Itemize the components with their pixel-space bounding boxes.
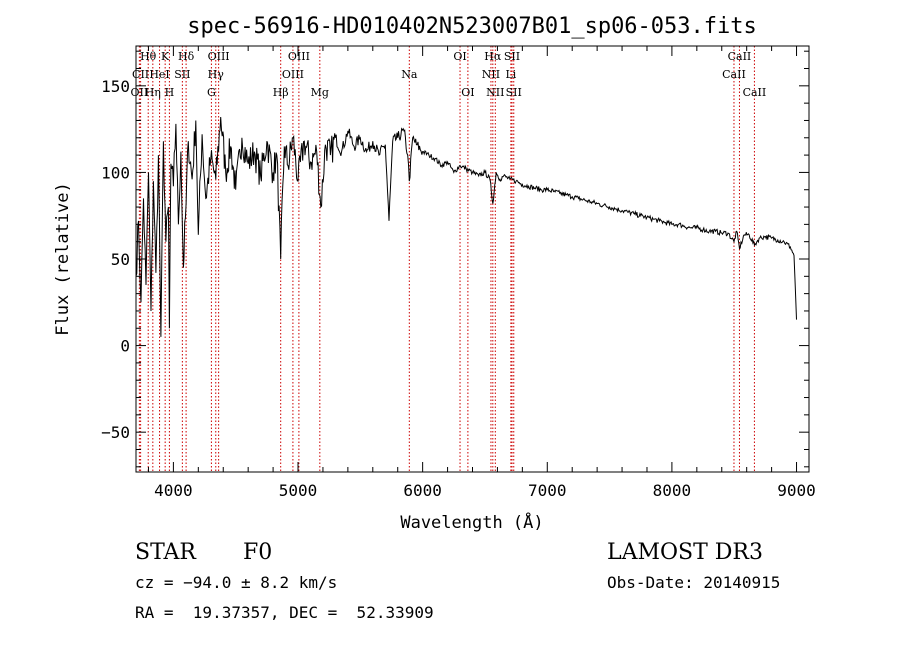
line-label-OII: OII [131, 86, 149, 99]
x-axis-label: Wavelength (Å) [400, 511, 543, 533]
line-label-Na: Na [401, 68, 418, 81]
line-label-Hβ: Hβ [273, 86, 289, 99]
survey-name: LAMOST DR3 [607, 540, 763, 565]
line-label-G: G [207, 86, 216, 99]
line-label-K: K [161, 50, 170, 63]
line-label-CaII: CaII [722, 68, 746, 81]
object-class: STAR [135, 540, 196, 565]
spectrum-line [135, 116, 797, 337]
line-label-OIII: OIII [282, 68, 304, 81]
x-tick-label: 8000 [653, 481, 692, 500]
line-label-SII: SII [506, 86, 522, 99]
y-tick-label: 100 [101, 163, 130, 182]
spectral-line-markers [138, 46, 755, 472]
y-tick-label: 0 [120, 337, 130, 356]
line-label-Hα: Hα [484, 50, 502, 63]
x-tick-label: 6000 [403, 481, 442, 500]
spectral-line-labels: Hθ CII OII K HeI Hη Hδ SII H OIII Hγ G OIII OIII Hβ Mg N… [131, 50, 767, 99]
line-label-Li: Li [505, 68, 516, 81]
x-tick-label: 5000 [279, 481, 318, 500]
y-axis-label: Flux (relative) [53, 182, 73, 336]
line-label-NII: NII [486, 86, 504, 99]
observation-date: Obs-Date: 20140915 [607, 573, 781, 592]
line-label-Mg: Mg [311, 86, 329, 99]
line-label-SII: SII [504, 50, 520, 63]
x-axis: 4000 5000 6000 7000 8000 9000 [147, 46, 816, 500]
line-label-Hθ: Hθ [140, 50, 157, 63]
line-label-H: H [165, 86, 175, 99]
line-label-HeI: HeI [149, 68, 169, 81]
x-tick-label: 4000 [154, 481, 193, 500]
y-axis: −50 0 50 100 150 [101, 50, 809, 468]
line-label-NII: NII [482, 68, 500, 81]
line-label-Hη: Hη [145, 86, 161, 99]
chart-title: spec-56916-HD010402N523007B01_sp06-053.f… [187, 14, 757, 39]
line-label-OIII: OIII [288, 50, 310, 63]
line-label-SII: SII [174, 68, 190, 81]
x-tick-label: 9000 [777, 481, 816, 500]
line-label-OIII: OIII [208, 50, 230, 63]
line-label-OI: OI [461, 86, 474, 99]
line-label-OI: OI [453, 50, 466, 63]
line-label-CaII: CaII [728, 50, 752, 63]
redshift-cz: cz = −94.0 ± 8.2 km/s [135, 573, 338, 592]
line-label-CII: CII [132, 68, 149, 81]
plot-frame [135, 45, 810, 473]
line-label-CaII: CaII [743, 86, 767, 99]
line-label-Hγ: Hγ [208, 68, 225, 81]
y-tick-label: 150 [101, 77, 130, 96]
x-tick-label: 7000 [528, 481, 567, 500]
object-subclass: F0 [243, 540, 273, 565]
y-tick-label: −50 [101, 423, 130, 442]
ra-dec-coordinates: RA = 19.37357, DEC = 52.33909 [135, 603, 434, 622]
y-tick-label: 50 [111, 250, 130, 269]
line-label-Hδ: Hδ [178, 50, 195, 63]
